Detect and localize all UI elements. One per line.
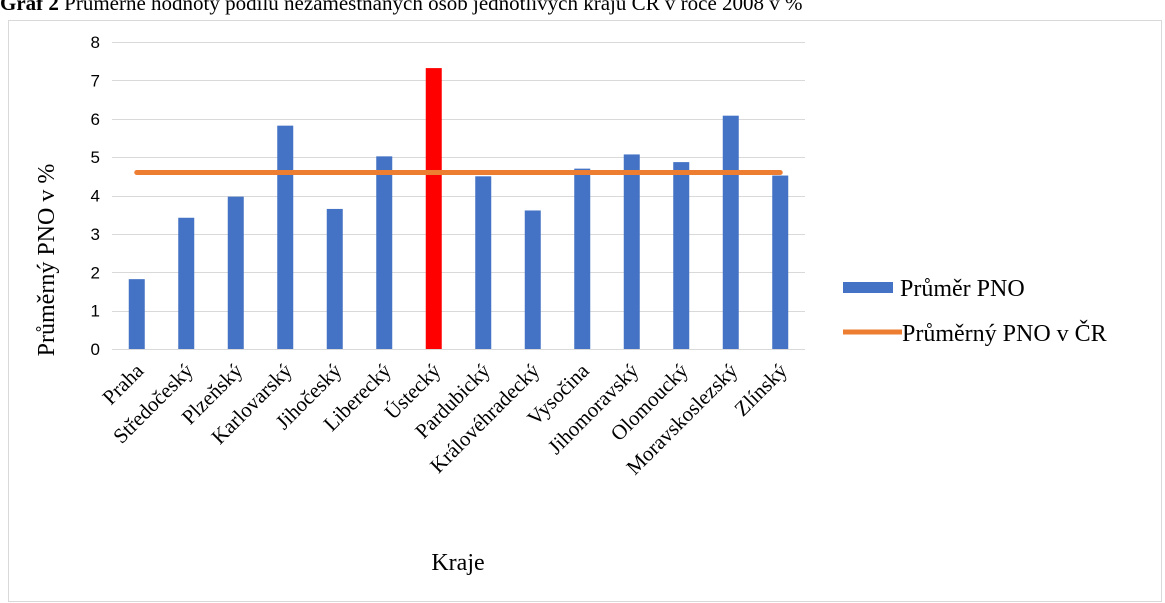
bar — [524, 210, 541, 349]
bar — [277, 125, 294, 349]
y-tick-label: 0 — [91, 340, 100, 359]
chart-caption: Graf 2 Průměrné hodnoty podílu nezaměstn… — [0, 0, 1165, 19]
y-tick-label: 6 — [91, 110, 100, 129]
bar — [128, 279, 145, 349]
bar — [772, 175, 789, 349]
bar — [475, 176, 492, 349]
legend-label-bars: Průměr PNO — [900, 276, 1025, 302]
bar — [623, 154, 640, 349]
y-tick-label: 1 — [91, 302, 100, 321]
y-tick-label: 2 — [91, 263, 100, 282]
bar — [574, 168, 591, 349]
y-tick-label: 4 — [91, 187, 100, 206]
y-tick-label: 3 — [91, 225, 100, 244]
bar — [425, 68, 442, 349]
bar — [227, 196, 244, 349]
bar-series — [128, 68, 789, 350]
bar — [722, 115, 739, 350]
legend-swatch-bars — [843, 282, 893, 293]
x-tick-label: Zlínský — [729, 358, 792, 421]
y-axis-ticks: 0 1 2 3 4 5 6 7 8 — [91, 33, 100, 359]
y-tick-label: 8 — [91, 33, 100, 52]
bar — [178, 217, 195, 349]
caption-number: Graf 2 — [0, 0, 59, 15]
y-tick-label: 5 — [91, 148, 100, 167]
y-axis-label: Průměrný PNO v % — [34, 164, 60, 357]
x-axis-label: Kraje — [431, 550, 484, 576]
bar — [376, 156, 393, 349]
x-axis-ticks: PrahaStředočeskýPlzeňskýKarlovarskýJihoč… — [97, 358, 792, 479]
y-tick-label: 7 — [91, 71, 100, 90]
bar — [326, 208, 343, 349]
caption-text: Průměrné hodnoty podílu nezaměstnaných o… — [64, 0, 803, 15]
gridlines — [112, 42, 805, 350]
chart-border — [8, 20, 1162, 602]
legend: Průměr PNO Průměrný PNO v ČR — [843, 276, 1107, 347]
legend-label-line: Průměrný PNO v ČR — [902, 320, 1107, 347]
bar — [673, 162, 690, 349]
